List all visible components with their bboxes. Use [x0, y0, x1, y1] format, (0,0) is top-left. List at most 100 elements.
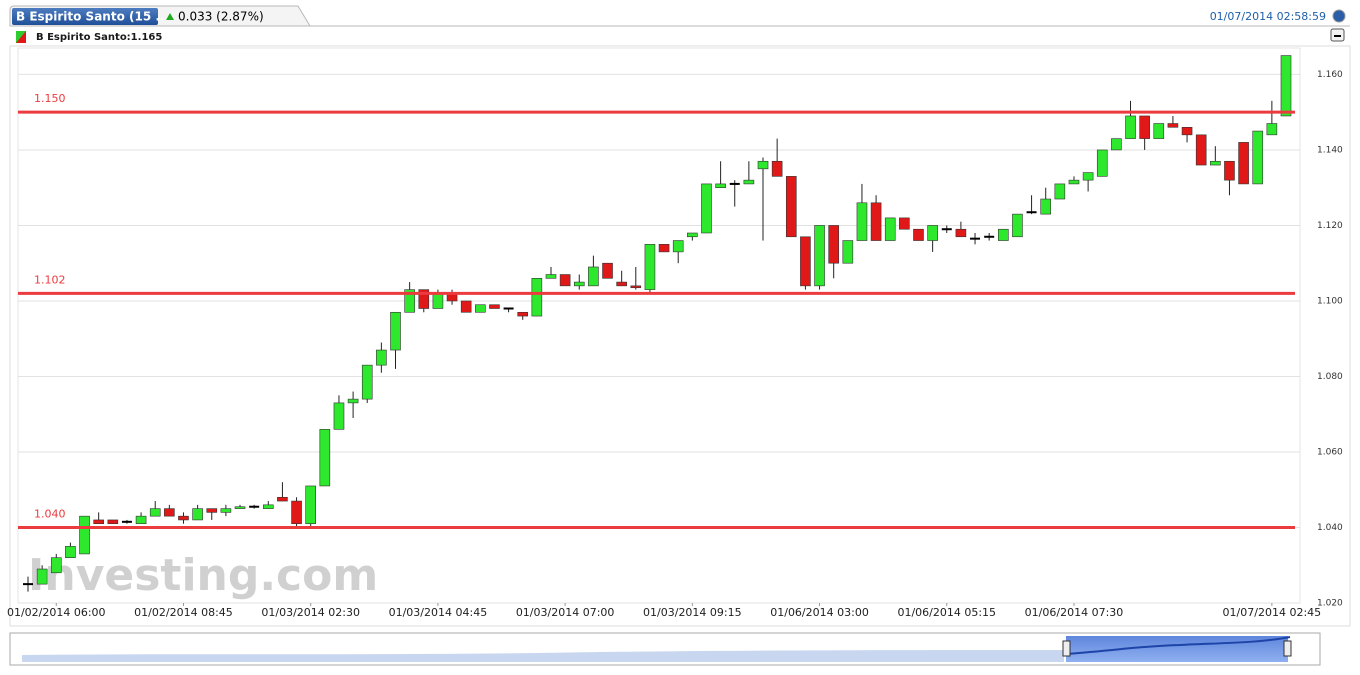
candle-body	[347, 398, 359, 404]
candle-body	[814, 225, 825, 287]
candle-body	[376, 349, 387, 366]
candle-body	[418, 289, 430, 309]
legend-icon-part	[16, 31, 26, 43]
level-label: 1.102	[34, 273, 66, 286]
candle-body	[800, 236, 811, 287]
candle-body	[1210, 160, 1221, 166]
candle-body	[1125, 115, 1136, 139]
x-tick-label: 01/06/2014 07:30	[1025, 606, 1124, 619]
candle-body	[192, 508, 203, 521]
candle-body	[50, 557, 62, 574]
candle-body	[743, 179, 755, 185]
y-tick-label: 1.080	[1317, 372, 1343, 382]
candle-body	[616, 281, 627, 287]
candle-body	[955, 228, 967, 238]
candle-body	[460, 300, 472, 313]
navigator-handle-right[interactable]	[1283, 640, 1292, 657]
candle-body	[757, 160, 769, 170]
candle-body	[178, 515, 189, 521]
candle-body	[856, 202, 868, 241]
candle-body	[1224, 160, 1235, 181]
candle-body	[1238, 142, 1249, 185]
x-tick-label: 01/03/2014 07:00	[516, 606, 615, 619]
candle-body	[785, 176, 797, 238]
candle-body	[1266, 123, 1278, 136]
navigator-handle-left[interactable]	[1062, 640, 1071, 657]
candle-body	[234, 506, 246, 509]
candle-body	[998, 228, 1009, 241]
x-tick-label: 01/06/2014 03:00	[770, 606, 869, 619]
candle-body	[319, 429, 331, 487]
y-tick-label: 1.140	[1317, 145, 1343, 155]
x-tick-label: 01/03/2014 04:45	[389, 606, 488, 619]
tab-title[interactable]: B Espirito Santo (15 ...	[16, 10, 169, 24]
candle-body	[927, 225, 938, 241]
candle-body	[531, 278, 543, 317]
candle-body	[545, 274, 557, 279]
navigator-history	[22, 650, 1064, 662]
candle-body	[135, 515, 147, 525]
timestamp: 01/07/2014 02:58:59	[1210, 10, 1326, 23]
candle-body	[65, 546, 76, 558]
candle-body	[1096, 149, 1108, 177]
candle-body	[1012, 213, 1023, 238]
x-tick-label: 01/07/2014 02:45	[1223, 606, 1322, 619]
candle-body	[573, 281, 585, 287]
candle-body	[672, 240, 684, 253]
candle-body	[630, 285, 642, 289]
candle-body	[899, 217, 910, 230]
candle-body	[1082, 172, 1094, 181]
level-label: 1.040	[34, 507, 66, 520]
candle-body	[1068, 179, 1080, 185]
candle-body	[1111, 138, 1122, 151]
up-arrow	[166, 13, 174, 20]
candle-body	[517, 311, 529, 317]
candle-body	[884, 217, 896, 241]
navigator-selection[interactable]	[1066, 636, 1288, 662]
candle-body	[1167, 123, 1179, 128]
candle-body	[291, 500, 302, 525]
candle-body	[1054, 183, 1066, 200]
y-tick-label: 1.060	[1317, 447, 1343, 457]
candle-body	[93, 519, 104, 525]
candle-body	[305, 485, 316, 525]
tab[interactable]	[12, 8, 158, 25]
y-tick-label: 1.100	[1317, 296, 1343, 306]
candle-body	[701, 183, 712, 234]
level-label: 1.150	[34, 92, 66, 105]
candle-body	[913, 228, 924, 241]
candle-body	[1195, 134, 1207, 166]
x-tick-label: 01/03/2014 02:30	[261, 606, 360, 619]
candle-body	[390, 311, 401, 351]
candle-body	[1040, 198, 1052, 215]
settings-button[interactable]	[1332, 9, 1346, 23]
candle-body	[1280, 55, 1292, 117]
candle-body	[559, 274, 571, 287]
candle-body	[36, 568, 48, 585]
candle-body	[475, 304, 486, 313]
x-tick-label: 01/02/2014 08:45	[134, 606, 233, 619]
x-tick-label: 01/03/2014 09:15	[643, 606, 742, 619]
watermark: Investing.com	[28, 550, 378, 601]
candle-body	[644, 244, 656, 290]
x-tick-label: 01/06/2014 05:15	[897, 606, 996, 619]
candle-body	[164, 508, 175, 517]
candle-body	[1181, 126, 1193, 136]
candle-body	[277, 496, 288, 502]
candle-body	[870, 202, 882, 241]
candle-body	[361, 364, 373, 400]
candle-body	[602, 262, 613, 279]
candle-body	[588, 266, 599, 287]
candle-body	[771, 160, 783, 177]
candle-body	[333, 402, 345, 430]
candle-body	[220, 508, 232, 513]
candle-body	[489, 304, 500, 309]
y-tick-label: 1.040	[1317, 523, 1343, 533]
legend-label: B Espirito Santo:1.165	[36, 32, 162, 43]
plot-area	[17, 47, 1301, 604]
y-tick-label: 1.160	[1317, 70, 1343, 80]
candle-body	[262, 504, 274, 509]
candle-body	[842, 240, 854, 264]
candle-body	[687, 232, 698, 238]
